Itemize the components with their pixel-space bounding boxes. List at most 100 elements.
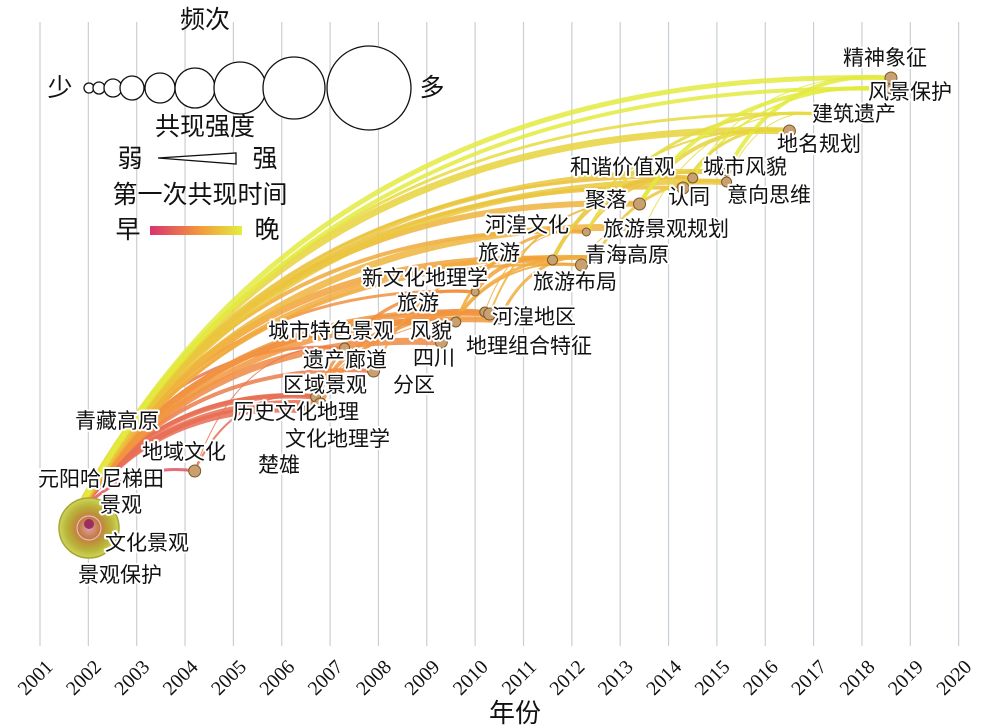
keyword-node (434, 335, 448, 349)
keyword-label: 文化地理学 (285, 427, 390, 451)
legend-frequency-high: 多 (419, 74, 444, 102)
keyword-node (581, 227, 591, 237)
keyword-node (313, 397, 327, 411)
keyword-label: 风貌 (410, 319, 452, 343)
legend-frequency-circle (92, 81, 106, 95)
keyword-label: 区域景观 (283, 373, 367, 397)
keyword-node (339, 342, 351, 354)
co-occurrence-edge (584, 111, 825, 234)
x-axis-title: 年份 (489, 699, 541, 727)
keyword-label: 风景保护 (868, 80, 952, 104)
legend-frequency-circle (213, 61, 267, 115)
co-occurrence-edge (594, 179, 729, 260)
x-tick-label: 2004 (159, 656, 203, 700)
keyword-node (188, 464, 202, 478)
keyword-node (639, 223, 649, 233)
keyword-label: 聚落 (585, 188, 627, 212)
co-occurrence-edge (692, 76, 892, 179)
x-tick-label: 2005 (207, 656, 251, 700)
keyword-node-core (84, 519, 95, 529)
co-occurrence-edge (67, 86, 893, 530)
x-tick-label: 2018 (836, 656, 880, 700)
keyword-label: 历史文化地理 (233, 400, 359, 424)
keyword-node-ring (76, 515, 102, 541)
co-occurrence-edge (585, 169, 728, 233)
co-occurrence-edge (318, 310, 492, 406)
keyword-label: 认同 (668, 185, 710, 209)
keyword-label: 精神象征 (843, 46, 927, 70)
legend-strength-title: 共现强度 (155, 113, 255, 141)
keyword-label: 地域文化 (142, 440, 226, 464)
keyword-node (367, 364, 381, 378)
co-occurrence-edge (488, 201, 641, 315)
keyword-label: 旅游 (478, 241, 520, 265)
keyword-node (590, 252, 602, 264)
keyword-label: 元阳哈尼梯田 (38, 467, 164, 491)
x-tick-label: 2012 (546, 656, 590, 700)
x-tick-label: 2006 (255, 656, 299, 700)
keyword-label: 城市特色景观 (268, 319, 394, 343)
keyword-label: 文化景观 (105, 531, 189, 555)
legend-frequency-low: 少 (47, 75, 72, 102)
x-tick-label: 2008 (352, 656, 396, 700)
legend-frequency-circle (103, 78, 123, 98)
legend-frequency-title: 频次 (180, 6, 230, 34)
co-occurrence-edge (66, 316, 503, 531)
keyword-label: 分区 (393, 373, 435, 397)
co-occurrence-edges (65, 74, 894, 532)
keyword-node (494, 315, 504, 325)
legend-strength-wedge (157, 152, 237, 165)
legend-time-title: 第一次共现时间 (112, 181, 287, 209)
legend-frequency-circle (174, 67, 216, 109)
keyword-label: 景观保护 (78, 563, 162, 587)
co-occurrence-edge (193, 393, 317, 472)
legend-frequency-circle (144, 72, 176, 104)
co-occurrence-edge (314, 289, 477, 398)
keyword-label: 旅游布局 (533, 270, 617, 294)
co-occurrence-edge (305, 318, 500, 411)
keyword-node (687, 172, 699, 184)
keyword-node (470, 287, 480, 297)
keyword-node (301, 405, 311, 415)
keyword-node (676, 181, 690, 195)
legend-time-gradient (150, 226, 242, 235)
x-tick-label: 2007 (304, 656, 348, 700)
x-tick-label: 2011 (498, 656, 541, 699)
x-tick-label: 2015 (691, 656, 735, 700)
keyword-node (633, 197, 647, 211)
x-tick-label: 2014 (642, 656, 686, 700)
legend-frequency-circle (326, 45, 412, 131)
keyword-label: 四川 (413, 346, 455, 370)
legend-time-early: 早 (115, 217, 140, 244)
co-occurrence-edge (454, 262, 583, 323)
legend-frequency-circle (119, 75, 145, 101)
keyword-node (575, 258, 589, 272)
keyword-node (721, 176, 733, 188)
keyword-node (547, 254, 559, 266)
keyword-label: 景观 (100, 493, 142, 517)
keyword-nodes (58, 71, 898, 559)
keyword-node (884, 71, 898, 85)
keyword-node (722, 167, 732, 177)
legend-time-late: 晚 (254, 216, 279, 244)
x-tick-label: 2013 (594, 656, 638, 700)
keyword-node (818, 109, 828, 119)
legend-frequency-circle (262, 56, 326, 120)
keyword-label: 遗产廊道 (303, 348, 387, 372)
x-tick-label: 2010 (449, 656, 493, 700)
keyword-label: 河湟文化 (485, 213, 569, 237)
x-tick-label: 2016 (739, 656, 783, 700)
x-tick-label: 2002 (62, 656, 106, 700)
keyword-label: 楚雄 (258, 453, 300, 477)
keyword-node (450, 316, 462, 328)
keyword-label: 河湟地区 (492, 305, 576, 329)
co-occurrence-edge (344, 290, 476, 349)
keyword-label: 青藏高原 (75, 409, 159, 433)
keyword-label: 城市风貌 (703, 155, 787, 179)
co-occurrence-edge (551, 129, 791, 261)
keyword-label: 和谐价值观 (570, 155, 675, 179)
keyword-node (483, 307, 497, 321)
legend-frequency-circles (83, 45, 412, 131)
